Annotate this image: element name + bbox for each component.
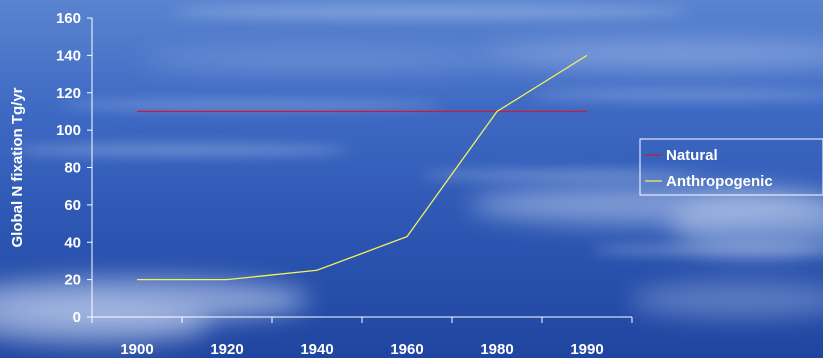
- y-tick-label: 140: [56, 47, 81, 64]
- x-tick-label: 1990: [570, 341, 603, 358]
- legend-box: [639, 138, 823, 196]
- y-tick-label: 120: [56, 85, 81, 102]
- y-tick-label: 160: [56, 10, 81, 27]
- series-line-anthropogenic: [137, 54, 588, 281]
- y-tick-label: 80: [64, 160, 81, 177]
- x-tick-label: 1980: [480, 341, 513, 358]
- y-tick-label: 20: [64, 272, 81, 289]
- y-tick-label: 0: [73, 309, 81, 326]
- legend-label-anthropogenic: Anthropogenic: [666, 173, 773, 190]
- legend-label-natural: Natural: [666, 147, 718, 164]
- y-tick-label: 40: [64, 234, 81, 251]
- x-tick-label: 1940: [300, 341, 333, 358]
- x-tick-label: 1900: [120, 341, 153, 358]
- y-tick-label: 100: [56, 122, 81, 139]
- y-axis-title: Global N fixation Tg/yr: [9, 87, 26, 247]
- x-tick-label: 1960: [390, 341, 423, 358]
- y-tick-label: 60: [64, 197, 81, 214]
- x-tick-label: 1920: [210, 341, 243, 358]
